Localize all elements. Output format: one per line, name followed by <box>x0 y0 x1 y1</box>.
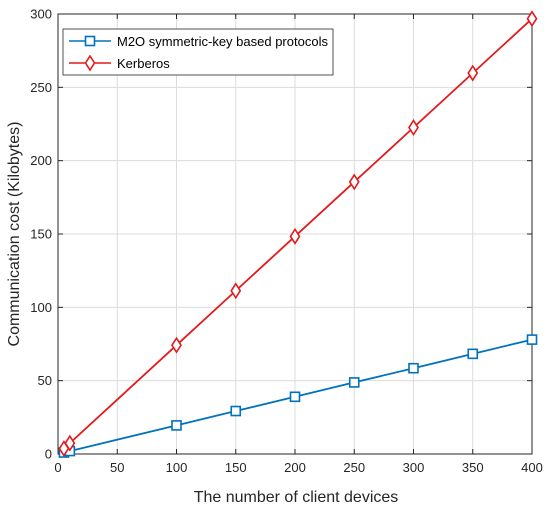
y-tick-label: 150 <box>30 227 52 242</box>
data-point-square <box>348 377 360 388</box>
x-tick-label: 200 <box>284 460 306 475</box>
y-tick-label: 200 <box>30 153 52 168</box>
data-point-diamond <box>289 227 301 245</box>
data-point-diamond <box>348 173 360 191</box>
x-tick-label: 350 <box>462 460 484 475</box>
legend-marker-square <box>84 35 96 47</box>
x-tick-label: 300 <box>403 460 425 475</box>
data-point-diamond <box>467 64 479 82</box>
data-point-diamond <box>171 336 182 354</box>
y-tick-label: 250 <box>30 80 52 95</box>
data-point-diamond <box>526 10 538 28</box>
y-axis-label: Communication cost (Kilobytes) <box>6 122 23 347</box>
data-point-diamond <box>64 434 76 452</box>
data-point-square <box>171 420 182 431</box>
x-tick-label: 400 <box>521 460 543 475</box>
data-point-square <box>408 362 419 374</box>
x-tick-label: 100 <box>166 460 188 475</box>
x-tick-label: 0 <box>54 460 61 475</box>
y-tick-label: 0 <box>45 447 52 462</box>
data-point-square <box>526 334 538 345</box>
legend-label-1: Kerberos <box>117 56 170 71</box>
legend: M2O symmetric-key based protocols Kerber… <box>62 28 334 76</box>
legend-marker-diamond <box>84 54 96 72</box>
y-axis-ticks: 0 50 100 150 200 250 300 <box>30 7 532 462</box>
x-tick-label: 50 <box>110 460 124 475</box>
data-point-square <box>289 391 301 403</box>
y-tick-label: 50 <box>38 373 52 388</box>
data-point-diamond <box>230 282 242 300</box>
y-tick-label: 300 <box>30 7 52 22</box>
x-axis-label: The number of client devices <box>194 489 399 506</box>
y-tick-label: 100 <box>30 300 52 315</box>
data-point-diamond <box>408 119 419 136</box>
legend-box <box>62 28 334 76</box>
legend-label-0: M2O symmetric-key based protocols <box>117 34 328 49</box>
series-group <box>58 10 538 458</box>
series-1 <box>58 10 538 458</box>
data-point-square <box>467 348 479 360</box>
series-0 <box>58 334 538 458</box>
x-tick-label: 150 <box>225 460 247 475</box>
x-axis-ticks: 0 50 100 150 200 250 300 350 400 <box>54 14 543 475</box>
data-point-square <box>230 405 242 417</box>
x-tick-label: 250 <box>343 460 365 475</box>
